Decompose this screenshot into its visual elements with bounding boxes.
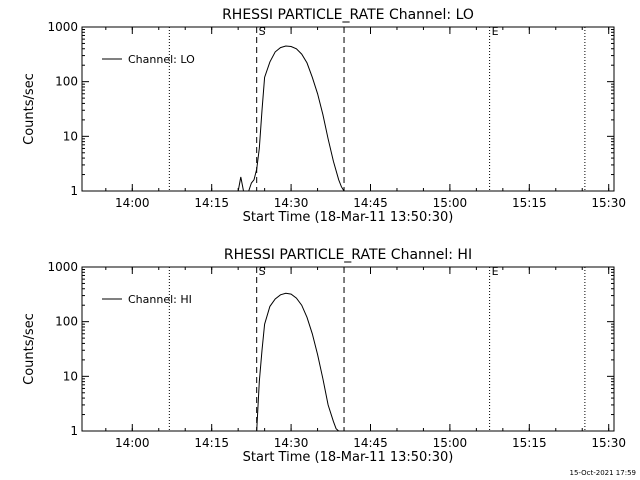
y-axis-label: Counts/sec [22,73,37,145]
footer-timestamp: 15-Oct-2021 17:59 [569,469,636,477]
series-line [237,45,345,192]
y-tick-label: 1000 [47,20,78,34]
x-tick-label: 14:45 [353,436,388,450]
y-tick-label: 100 [55,75,78,89]
x-tick-label: 15:00 [433,196,468,210]
y-axis-label: Counts/sec [22,313,37,385]
x-tick-label: 15:15 [512,436,547,450]
marker-label: S [259,265,266,278]
x-tick-label: 14:30 [274,436,309,450]
x-tick-label: 14:15 [194,196,229,210]
x-tick-label: 14:15 [194,436,229,450]
y-tick-label: 10 [63,369,78,383]
marker-label: E [492,25,499,38]
chart-panel-1: RHESSI PARTICLE_RATE Channel: LO 1 10 100 10… [22,7,626,225]
y-tick-label: 1 [70,424,78,438]
chart-panel-2: RHESSI PARTICLE_RATE Channel: HI 1 10 100 10… [22,247,626,465]
x-tick-label: 14:30 [274,196,309,210]
series-line [256,292,340,432]
x-tick-label: 15:30 [591,436,626,450]
x-tick-label: 14:00 [115,436,150,450]
y-tick-label: 1 [70,184,78,198]
plot-frame [81,26,615,192]
y-tick-label: 1000 [47,260,78,274]
x-tick-label: 14:45 [353,196,388,210]
marker-label: S [259,25,266,38]
x-tick-label: 15:15 [512,196,547,210]
legend-label: Channel: LO [128,53,195,66]
x-axis-label: Start Time (18-Mar-11 13:50:30) [243,450,454,465]
x-axis-label: Start Time (18-Mar-11 13:50:30) [243,210,454,225]
plot-frame [81,266,615,432]
x-tick-label: 15:00 [433,436,468,450]
legend-label: Channel: HI [128,293,192,306]
x-tick-label: 14:00 [115,196,150,210]
y-tick-label: 100 [55,315,78,329]
chart-title: RHESSI PARTICLE_RATE Channel: LO [222,7,474,23]
chart-title: RHESSI PARTICLE_RATE Channel: HI [224,247,472,263]
x-tick-label: 15:30 [591,196,626,210]
marker-label: E [492,265,499,278]
y-tick-label: 10 [63,129,78,143]
